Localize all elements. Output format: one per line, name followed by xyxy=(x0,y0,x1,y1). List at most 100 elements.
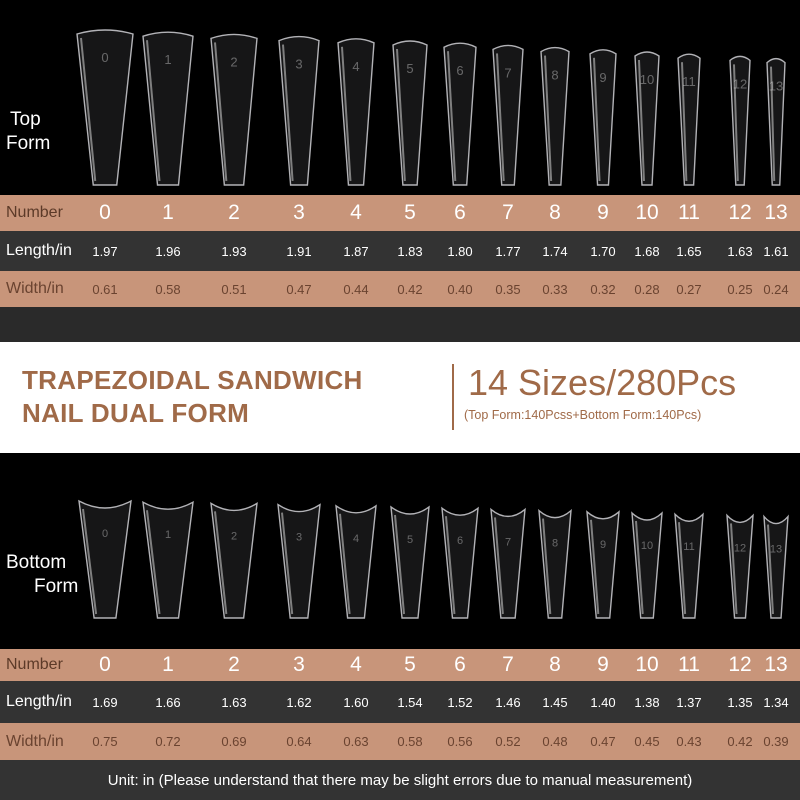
columns-cell: 6 xyxy=(454,653,466,676)
bottom_form-lengths-cell: 1.45 xyxy=(542,694,568,710)
bottom_form-widths-cell: 0.56 xyxy=(447,734,473,749)
svg-text:13: 13 xyxy=(769,79,783,94)
top_form-lengths-cell: 1.96 xyxy=(155,243,181,259)
svg-text:0: 0 xyxy=(102,528,108,540)
top_form-widths-cell: 0.25 xyxy=(727,281,753,297)
bottom_form-widths-cell: 0.52 xyxy=(495,734,521,749)
bottom_form-lengths-cell: 1.38 xyxy=(634,694,660,710)
top-number-label: Number xyxy=(6,204,63,221)
bottom_form-lengths-cell: 1.37 xyxy=(676,694,702,710)
columns-cell: 11 xyxy=(678,201,700,224)
columns-cell: 10 xyxy=(635,201,659,224)
nail-tip: 1 xyxy=(142,31,194,186)
columns-cell: 5 xyxy=(404,201,416,224)
columns-cell: 0 xyxy=(99,201,111,224)
top-form-label-line2: Form xyxy=(6,133,51,154)
columns-cell: 0 xyxy=(99,653,111,676)
svg-text:13: 13 xyxy=(770,544,782,556)
bottom-form-nail-tips: 0 1 2 3 4 5 6 7 8 9 10 11 12 13 xyxy=(78,499,789,619)
columns-cell: 7 xyxy=(502,201,514,224)
svg-text:11: 11 xyxy=(683,541,694,553)
bottom_form-widths-cell: 0.45 xyxy=(634,734,660,749)
columns-cell: 9 xyxy=(597,201,609,224)
top_form-widths-cell: 0.27 xyxy=(676,281,702,297)
top_form-widths-cell: 0.28 xyxy=(634,281,660,297)
banner-sizes: 14 Sizes/280Pcs xyxy=(468,362,737,403)
bottom_form-lengths-cell: 1.52 xyxy=(447,694,473,710)
banner-divider xyxy=(452,364,454,430)
columns-cell: 13 xyxy=(764,653,788,676)
top-spacer xyxy=(0,307,800,342)
bottom_form-widths-cell: 0.63 xyxy=(343,734,369,749)
top_form-lengths-cell: 1.74 xyxy=(542,243,568,259)
bottom_form-widths-cell: 0.47 xyxy=(590,734,616,749)
bottom_form-lengths-cell: 1.63 xyxy=(221,694,247,710)
nail-tip: 5 xyxy=(390,505,430,619)
bottom-form-label-line2: Form xyxy=(34,576,79,597)
nail-tip: 13 xyxy=(763,514,789,619)
nail-tip: 0 xyxy=(76,29,134,186)
bottom_form-widths-cell: 0.39 xyxy=(763,734,789,749)
svg-text:3: 3 xyxy=(295,57,302,72)
top_form-widths-cell: 0.42 xyxy=(397,281,423,297)
svg-text:6: 6 xyxy=(457,535,463,547)
nail-tip: 5 xyxy=(392,40,428,186)
nail-tip: 2 xyxy=(210,33,258,186)
top_form-lengths-cell: 1.91 xyxy=(286,243,312,259)
columns-cell: 10 xyxy=(635,653,659,676)
columns-cell: 3 xyxy=(293,201,305,224)
bottom-length-row: Length/in 1.69 1.66 1.63 1.62 1.60 1.54 1.52 1.… xyxy=(0,681,800,723)
columns-cell: 8 xyxy=(549,653,561,676)
bottom_form-widths-cell: 0.42 xyxy=(727,734,753,749)
svg-text:8: 8 xyxy=(551,68,558,83)
top_form-lengths-cell: 1.63 xyxy=(727,243,753,259)
nail-tip: 7 xyxy=(492,44,524,186)
bottom_form-widths-cell: 0.72 xyxy=(155,734,181,749)
top-form-photo: 0 1 2 3 4 5 6 7 8 9 10 11 12 13 Top Form xyxy=(0,0,800,195)
columns-cell: 12 xyxy=(728,653,752,676)
nail-tip: 8 xyxy=(540,46,570,186)
svg-text:7: 7 xyxy=(505,536,511,548)
top_form-lengths-cell: 1.83 xyxy=(397,243,423,259)
columns-cell: 4 xyxy=(350,201,362,224)
nail-tip: 11 xyxy=(677,53,701,186)
bottom-width-row: Width/in 0.75 0.72 0.69 0.64 0.63 0.58 0.56 0.5… xyxy=(0,723,800,760)
svg-text:6: 6 xyxy=(456,63,463,78)
svg-text:8: 8 xyxy=(552,538,558,550)
bottom_form-lengths-cell: 1.62 xyxy=(286,694,312,710)
top-form-label: Top Form xyxy=(6,108,50,156)
columns-cell: 7 xyxy=(502,653,514,676)
nail-tip: 10 xyxy=(631,511,663,619)
bottom_form-widths-cell: 0.64 xyxy=(286,734,312,749)
bottom-form-photo: 0 1 2 3 4 5 6 7 8 9 10 11 12 13 Bottom Form xyxy=(0,453,800,649)
nail-tip: 0 xyxy=(78,499,132,619)
top_form-lengths-cell: 1.77 xyxy=(495,243,521,259)
columns-cell: 3 xyxy=(293,653,305,676)
banner-title-line1: TRAPEZOIDAL SANDWICH xyxy=(22,365,363,395)
top_form-widths-cell: 0.51 xyxy=(221,281,247,297)
svg-text:4: 4 xyxy=(353,533,359,545)
nail-tip: 8 xyxy=(538,508,572,619)
columns-cell: 12 xyxy=(728,201,752,224)
nail-tip: 12 xyxy=(726,513,754,619)
nail-tip: 9 xyxy=(586,510,620,619)
top_form-widths-cell: 0.24 xyxy=(763,281,789,297)
top_form-widths-cell: 0.32 xyxy=(590,281,616,297)
nail-tip: 9 xyxy=(589,49,617,186)
columns-cell: 13 xyxy=(764,201,788,224)
svg-text:9: 9 xyxy=(599,70,606,85)
bottom-width-label: Width/in xyxy=(6,732,64,750)
columns-cell: 2 xyxy=(228,653,240,676)
title-banner: TRAPEZOIDAL SANDWICH NAIL DUAL FORM 14 S… xyxy=(0,342,800,453)
top-width-row: Width/in 0.61 0.58 0.51 0.47 0.44 0.42 0.40 0.3… xyxy=(0,271,800,307)
svg-text:1: 1 xyxy=(165,529,171,541)
top_form-widths-cell: 0.40 xyxy=(447,281,473,297)
columns-cell: 2 xyxy=(228,201,240,224)
banner-subtitle: (Top Form:140Pcss+Bottom Form:140Pcs) xyxy=(464,408,702,422)
svg-text:10: 10 xyxy=(641,540,653,552)
nail-tip: 4 xyxy=(335,504,377,619)
svg-text:10: 10 xyxy=(640,72,654,87)
svg-text:5: 5 xyxy=(406,61,413,76)
top_form-widths-cell: 0.47 xyxy=(286,281,312,297)
bottom_form-lengths-cell: 1.69 xyxy=(92,694,118,710)
